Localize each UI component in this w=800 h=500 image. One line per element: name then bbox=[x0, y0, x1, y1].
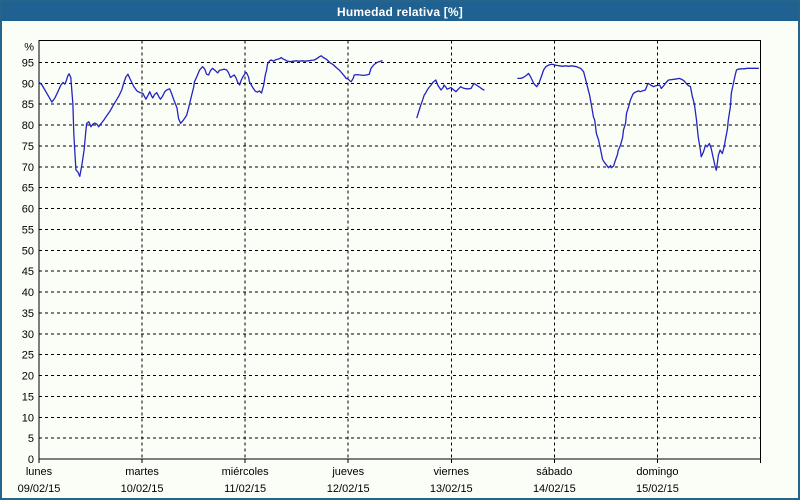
y-tick-label: 5 bbox=[28, 433, 34, 445]
day-name-label: miércoles bbox=[222, 466, 270, 478]
chart-title: Humedad relativa [%] bbox=[336, 4, 464, 19]
y-tick-label: 30 bbox=[22, 329, 34, 341]
plot-frame bbox=[38, 40, 761, 460]
day-name-label: martes bbox=[125, 466, 159, 478]
day-date-label: 12/02/15 bbox=[327, 483, 370, 495]
y-axis-unit-label: % bbox=[24, 42, 34, 54]
y-tick-label: 10 bbox=[22, 412, 34, 424]
y-tick-label: 95 bbox=[22, 58, 34, 70]
humidity-line bbox=[517, 63, 760, 171]
y-tick-label: 75 bbox=[22, 141, 34, 153]
day-name-label: sábado bbox=[536, 466, 572, 478]
day-name-label: domingo bbox=[636, 466, 678, 478]
y-tick-label: 40 bbox=[22, 287, 34, 299]
day-date-label: 13/02/15 bbox=[430, 483, 473, 495]
y-tick-label: 85 bbox=[22, 99, 34, 111]
y-tick-label: 90 bbox=[22, 78, 34, 90]
day-date-label: 09/02/15 bbox=[18, 483, 61, 495]
day-name-label: jueves bbox=[331, 466, 364, 478]
y-tick-label: 60 bbox=[22, 204, 34, 216]
y-tick-label: 45 bbox=[22, 266, 34, 278]
day-name-label: lunes bbox=[26, 466, 53, 478]
y-tick-label: 55 bbox=[22, 224, 34, 236]
day-name-label: viernes bbox=[434, 466, 470, 478]
y-tick-label: 65 bbox=[22, 183, 34, 195]
y-tick-label: 0 bbox=[28, 454, 34, 466]
title-bar: Humedad relativa [%] bbox=[2, 2, 798, 21]
day-date-label: 10/02/15 bbox=[121, 483, 164, 495]
day-date-label: 11/02/15 bbox=[224, 483, 266, 495]
humidity-line bbox=[416, 79, 485, 119]
y-tick-label: 80 bbox=[22, 120, 34, 132]
y-tick-label: 15 bbox=[22, 391, 34, 403]
day-date-label: 15/02/15 bbox=[636, 483, 679, 495]
y-tick-label: 50 bbox=[22, 245, 34, 257]
day-date-label: 14/02/15 bbox=[533, 483, 576, 495]
humidity-line bbox=[38, 55, 383, 178]
y-tick-label: 20 bbox=[22, 371, 34, 383]
y-tick-label: 35 bbox=[22, 308, 34, 320]
y-tick-label: 70 bbox=[22, 162, 34, 174]
y-tick-label: 25 bbox=[22, 350, 34, 362]
